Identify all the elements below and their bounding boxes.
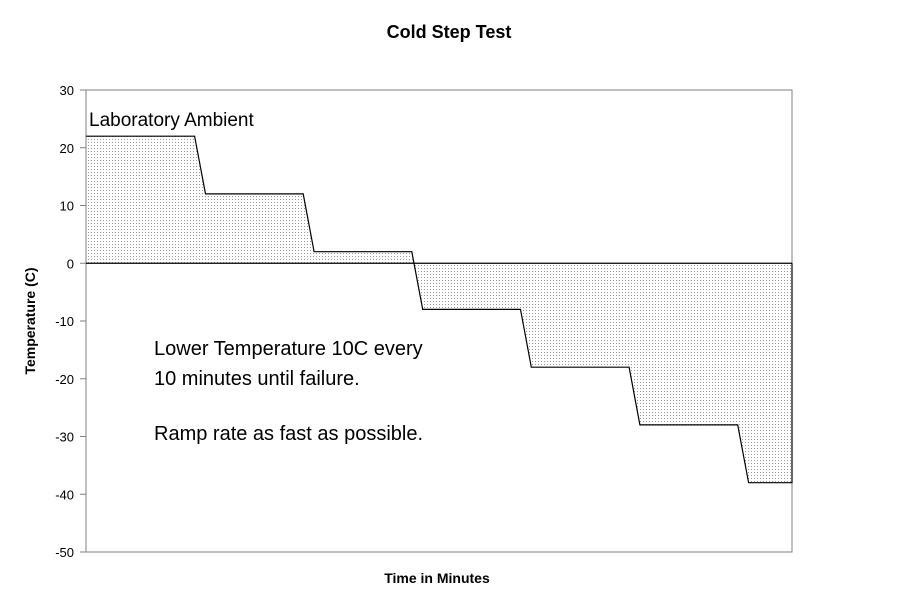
annotation-line-2: 10 minutes until failure. xyxy=(154,368,360,390)
chart-title: Cold Step Test xyxy=(387,22,512,42)
area-fill xyxy=(86,136,792,483)
y-tick-label: 0 xyxy=(67,256,74,271)
temperature-profile-line xyxy=(86,135,793,484)
y-tick-label: -50 xyxy=(55,545,74,560)
annotation-line-1: Lower Temperature 10C every xyxy=(154,338,423,360)
y-tick-label: -20 xyxy=(55,372,74,387)
y-tick-label: 20 xyxy=(60,141,74,156)
y-axis: 30 20 10 0 -10 -20 -30 -40 -50 xyxy=(55,83,86,560)
annotation-laboratory-ambient: Laboratory Ambient xyxy=(89,110,254,131)
y-axis-title: Temperature (C) xyxy=(22,267,38,374)
y-tick-label: -40 xyxy=(55,487,74,502)
y-tick-label: -30 xyxy=(55,430,74,445)
y-tick-label: 10 xyxy=(60,199,74,214)
y-tick-label: -10 xyxy=(55,314,74,329)
y-tick-label: 30 xyxy=(60,83,74,98)
x-axis-title: Time in Minutes xyxy=(384,570,490,586)
annotation-line-3: Ramp rate as fast as possible. xyxy=(154,423,423,445)
